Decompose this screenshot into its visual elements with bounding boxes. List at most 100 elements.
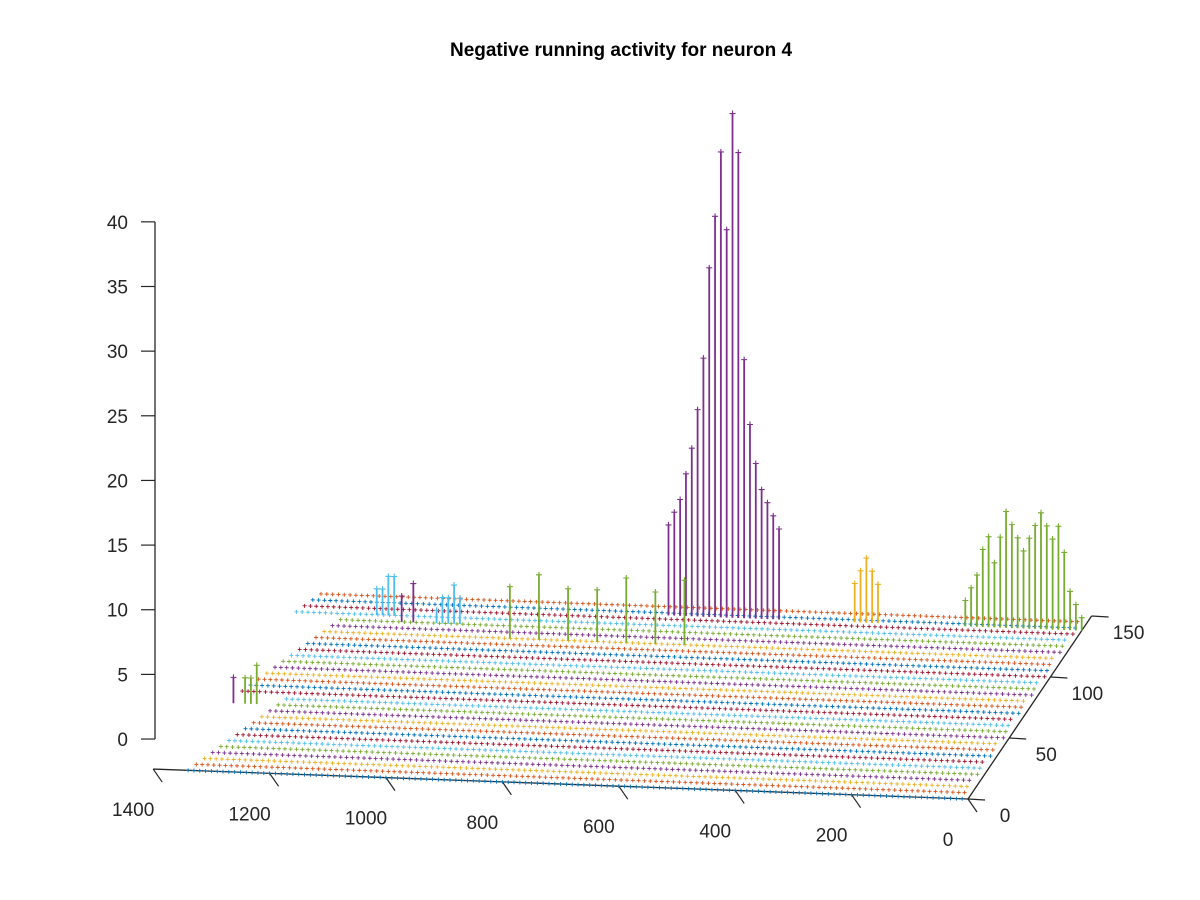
- baseline-marker: [353, 624, 358, 629]
- baseline-marker: [398, 676, 403, 681]
- baseline-marker: [429, 733, 434, 738]
- baseline-marker: [842, 611, 847, 616]
- baseline-marker: [686, 755, 691, 760]
- stem-series: [665, 110, 783, 620]
- baseline-marker: [727, 756, 732, 761]
- baseline-marker: [252, 733, 257, 738]
- baseline-marker: [673, 636, 678, 641]
- baseline-marker: [925, 733, 930, 738]
- baseline-marker: [775, 677, 780, 682]
- baseline-marker: [753, 720, 758, 725]
- baseline-marker: [581, 782, 586, 787]
- baseline-marker: [597, 664, 602, 669]
- baseline-marker: [288, 747, 293, 752]
- baseline-marker: [273, 665, 278, 670]
- baseline-marker: [356, 693, 361, 698]
- baseline-marker: [1041, 662, 1046, 667]
- baseline-marker: [580, 695, 585, 700]
- baseline-marker: [360, 774, 365, 779]
- baseline-marker: [334, 705, 339, 710]
- baseline-marker: [852, 661, 857, 666]
- baseline-marker: [542, 700, 547, 705]
- baseline-marker: [797, 728, 802, 733]
- baseline-marker: [274, 677, 279, 682]
- baseline-marker: [866, 749, 871, 754]
- baseline-marker: [526, 680, 531, 685]
- baseline-marker: [572, 776, 577, 781]
- baseline-marker: [473, 635, 478, 640]
- baseline-marker: [750, 789, 755, 794]
- baseline-marker: [361, 618, 366, 623]
- baseline-marker: [676, 630, 681, 635]
- baseline-marker: [737, 638, 742, 643]
- baseline-marker: [317, 748, 322, 753]
- baseline-marker: [645, 785, 650, 790]
- baseline-marker: [340, 736, 345, 741]
- baseline-marker: [925, 657, 930, 662]
- baseline-marker: [622, 678, 627, 683]
- baseline-marker: [412, 639, 417, 644]
- baseline-marker: [413, 776, 418, 781]
- baseline-marker: [726, 638, 731, 643]
- baseline-marker: [589, 639, 594, 644]
- baseline-marker: [493, 735, 498, 740]
- baseline-marker: [1013, 642, 1018, 647]
- baseline-marker: [486, 648, 491, 653]
- baseline-marker: [847, 705, 852, 710]
- baseline-marker: [960, 659, 965, 664]
- baseline-marker: [394, 625, 399, 630]
- baseline-marker: [766, 670, 771, 675]
- baseline-marker: [760, 701, 765, 706]
- baseline-marker: [657, 616, 662, 621]
- y-tick-mark: [1091, 615, 1109, 618]
- baseline-marker: [409, 632, 414, 637]
- baseline-marker: [678, 623, 683, 628]
- baseline-marker: [289, 684, 294, 689]
- baseline-marker: [723, 738, 728, 743]
- baseline-marker: [702, 668, 707, 673]
- baseline-marker: [526, 649, 531, 654]
- baseline-marker: [843, 654, 848, 659]
- baseline-marker: [371, 762, 376, 767]
- baseline-marker: [729, 750, 734, 755]
- baseline-marker: [619, 684, 624, 689]
- baseline-marker: [969, 772, 974, 777]
- baseline-marker: [711, 675, 716, 680]
- baseline-marker: [815, 635, 820, 640]
- baseline-marker: [861, 624, 866, 629]
- baseline-marker: [798, 772, 803, 777]
- baseline-marker: [587, 614, 592, 619]
- baseline-marker: [612, 702, 617, 707]
- baseline-marker: [581, 645, 586, 650]
- stem-marker: [729, 110, 736, 117]
- baseline-marker: [568, 726, 573, 731]
- baseline-marker: [750, 714, 755, 719]
- baseline-marker: [773, 789, 778, 794]
- baseline-marker: [969, 740, 974, 745]
- baseline-marker: [696, 699, 701, 704]
- baseline-marker: [335, 611, 340, 616]
- baseline-marker: [217, 763, 222, 768]
- baseline-marker: [1039, 637, 1044, 642]
- baseline-marker: [805, 678, 810, 683]
- baseline-marker: [574, 695, 579, 700]
- baseline-marker: [424, 608, 429, 613]
- baseline-marker: [481, 766, 486, 771]
- baseline-marker: [979, 747, 984, 752]
- baseline-marker: [694, 643, 699, 648]
- baseline-marker: [365, 731, 370, 736]
- baseline-marker: [619, 746, 624, 751]
- baseline-marker: [300, 685, 305, 690]
- baseline-marker: [687, 661, 692, 666]
- baseline-marker: [1029, 661, 1034, 666]
- stem-marker: [741, 356, 748, 363]
- baseline-marker: [553, 625, 558, 630]
- baseline-marker: [346, 674, 351, 679]
- baseline-marker: [868, 637, 873, 642]
- baseline-marker: [692, 618, 697, 623]
- baseline-marker: [916, 620, 921, 625]
- baseline-marker: [637, 759, 642, 764]
- baseline-marker: [692, 680, 697, 685]
- baseline-row: [284, 696, 1011, 728]
- baseline-marker: [601, 746, 606, 751]
